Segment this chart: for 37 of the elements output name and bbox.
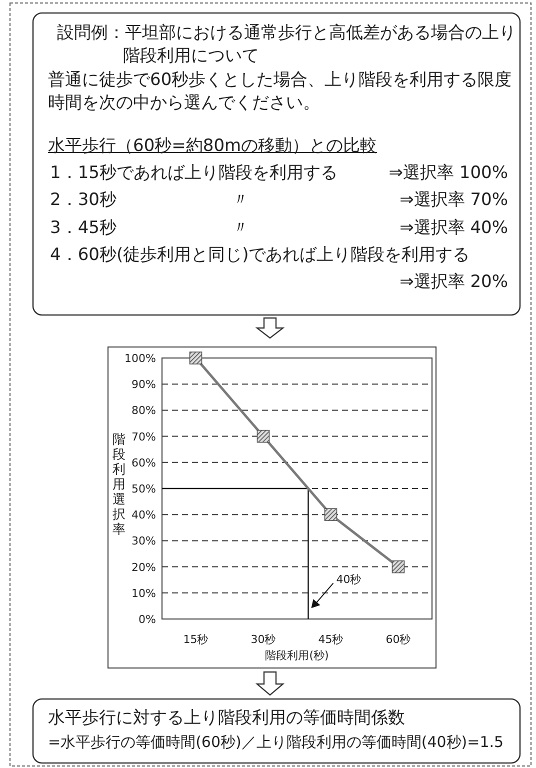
x-axis-title: 階段利用(秒) (265, 649, 329, 662)
y-tick-label: 60% (132, 456, 156, 470)
y-tick-label: 80% (132, 404, 156, 418)
text: 〃 (232, 189, 249, 212)
text: 水平歩行に対する上り階段利用の等価時間係数 (48, 707, 405, 730)
y-tick-label: 30% (132, 534, 156, 548)
point (189, 352, 202, 364)
text: 4．60秒(徒歩利用と同じ)であれば上り階段を利用する (50, 244, 470, 267)
x-tick-label: 60秒 (386, 633, 411, 646)
point (256, 430, 270, 443)
y-axis-title: 階段利用選択率 (112, 432, 126, 538)
y-tick-label: 0% (138, 613, 156, 626)
text: ⇒選択率 20% (400, 271, 508, 294)
text: 水平歩行（60秒=約80mの移動）との比較 (48, 135, 378, 158)
text: ⇒選択率 40% (400, 217, 508, 240)
text: 〃 (232, 217, 249, 240)
point (324, 508, 338, 521)
text: ⇒選択率 100% (388, 162, 508, 185)
y-tick-label: 70% (132, 430, 156, 444)
y-tick-label: 40% (132, 508, 156, 522)
text: 設問例：平坦部における通常歩行と高低差がある場合の上り階段利用について (57, 22, 517, 68)
text: ⇒選択率 70% (400, 189, 508, 212)
y-tick-label: 50% (132, 482, 156, 496)
text: 1．15秒であれば上り階段を利用する (50, 162, 338, 185)
x-tick-label: 15秒 (183, 633, 208, 646)
text: =水平歩行の等価時間(60秒)／上り階段利用の等価時間(40秒)=1.5 (48, 732, 504, 753)
y-tick-label: 100% (124, 352, 156, 365)
text: 3．45秒 (50, 217, 116, 240)
text: 2．30秒 (50, 189, 116, 212)
x-tick-label: 45秒 (318, 633, 344, 646)
point (392, 560, 405, 574)
y-tick-label: 90% (132, 378, 156, 392)
annotation: 40秒 (336, 573, 362, 586)
y-tick-label: 10% (132, 586, 156, 600)
y-tick-label: 20% (132, 560, 156, 574)
x-tick-label: 30秒 (250, 633, 276, 646)
text: 普通に徒歩で60秒歩くとした場合、上り階段を利用する限度時間を次の中から選んでください。 (48, 69, 513, 115)
